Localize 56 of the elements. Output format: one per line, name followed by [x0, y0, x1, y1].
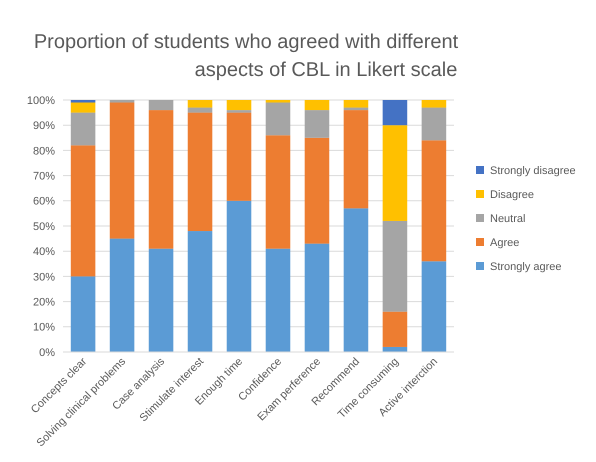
bar — [382, 312, 408, 347]
y-tick-label: 70% — [32, 170, 56, 182]
y-tick-label: 10% — [32, 322, 56, 334]
bar — [382, 125, 408, 221]
bar — [70, 102, 96, 113]
legend-label: Agree — [490, 236, 520, 249]
bar — [344, 100, 368, 108]
chart-title: Proportion of students who agreed with different aspects of CBL in Likert scale — [34, 31, 459, 81]
bar — [422, 108, 446, 140]
bar — [304, 100, 330, 110]
bar — [266, 102, 290, 136]
legend-label: Neutral — [490, 212, 526, 225]
bar — [382, 220, 408, 312]
bar — [344, 110, 368, 208]
bar — [304, 110, 330, 138]
bar — [304, 138, 330, 244]
y-tick-label: 20% — [32, 296, 56, 308]
bar — [266, 100, 290, 103]
bar — [188, 231, 212, 352]
bar — [422, 261, 446, 352]
legend-label: Strongly agree — [490, 260, 562, 273]
bar — [226, 112, 252, 201]
bar — [110, 102, 134, 239]
bar — [70, 112, 96, 146]
bar — [70, 145, 96, 276]
bar — [110, 238, 134, 352]
bar — [344, 208, 368, 352]
bar — [70, 276, 96, 352]
y-tick-label: 40% — [32, 246, 56, 258]
bar — [382, 100, 408, 126]
bar — [226, 100, 252, 110]
y-tick-label: 90% — [32, 120, 56, 132]
bar — [148, 100, 174, 110]
y-tick-label: 30% — [32, 271, 56, 284]
bar — [422, 140, 446, 262]
bar — [188, 112, 212, 232]
legend-label: Disagree — [490, 188, 534, 201]
bar — [226, 200, 252, 352]
bar — [266, 248, 290, 352]
y-tick-label: 80% — [32, 145, 56, 158]
bar — [188, 100, 212, 108]
bar — [148, 110, 174, 249]
bar — [226, 110, 252, 113]
bar — [188, 108, 212, 113]
y-tick-label: 60% — [32, 196, 56, 208]
legend-label: Strongly disagree — [490, 164, 576, 177]
y-tick-label: 100% — [26, 94, 56, 107]
bar — [266, 135, 290, 249]
bar — [70, 100, 96, 103]
bar — [304, 244, 330, 352]
bar — [344, 108, 368, 110]
y-tick-label: 50% — [32, 220, 56, 233]
y-tick-label: 0% — [39, 346, 56, 359]
bar — [422, 100, 446, 108]
bar — [110, 100, 134, 103]
bar — [148, 248, 174, 352]
